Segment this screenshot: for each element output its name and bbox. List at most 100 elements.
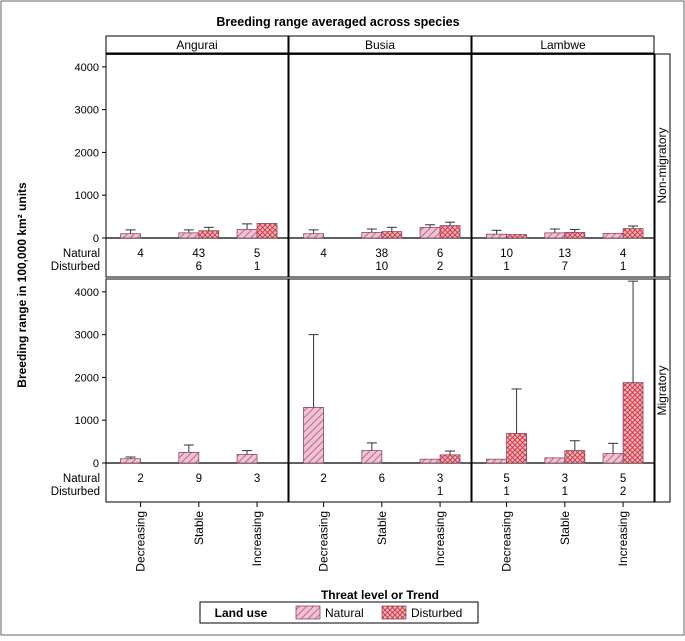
panel-frame [288, 53, 472, 278]
panel-frame [288, 278, 472, 503]
count-natural: 4 [320, 248, 327, 260]
x-axis-title: Threat level or Trend [321, 588, 439, 602]
x-tick-label-increasing: Increasing [616, 511, 630, 566]
bar-natural-decreasing [303, 233, 324, 239]
x-tick-label-decreasing: Decreasing [500, 511, 514, 572]
bar-natural-stable [361, 232, 383, 239]
legend-label-disturbed: Disturbed [411, 606, 462, 620]
count-disturbed: 1 [562, 486, 568, 498]
count-disturbed: 6 [196, 261, 202, 273]
bar-natural-decreasing [486, 458, 507, 464]
strip-header-angurai [105, 35, 289, 54]
bar-natural-stable [361, 450, 383, 464]
count-natural: 3 [562, 473, 568, 485]
bar-disturbed-increasing [622, 228, 644, 239]
y-tick-label: 1000 [75, 415, 99, 427]
chart-title: Breeding range averaged across species [216, 15, 459, 29]
x-tick-label-increasing: Increasing [250, 511, 264, 566]
count-natural: 6 [437, 248, 443, 260]
legend: Land use Natural Disturbed [199, 601, 479, 624]
bar-natural-increasing [602, 453, 624, 464]
count-natural: 2 [137, 473, 143, 485]
count-natural: 38 [375, 248, 388, 260]
row-strip-label-non-migratory: Non-migratory [655, 127, 669, 203]
panel-angurai-migratory: 2 Decreasing 9 Stable 3 Increasing NaturalDist… [51, 278, 289, 572]
count-label-natural: Natural [63, 248, 100, 260]
y-tick-label: 4000 [75, 62, 99, 74]
bar-natural-stable [178, 232, 200, 239]
bar-disturbed-increasing [439, 454, 461, 464]
strip-label-angurai: Angurai [176, 38, 217, 52]
count-natural: 13 [558, 248, 571, 260]
bar-natural-decreasing [120, 233, 141, 239]
y-tick-label: 0 [93, 233, 99, 245]
count-disturbed: 1 [620, 261, 626, 273]
panels-layer: Angurai Busia Lambwe Non-migratory Migratory… [51, 35, 671, 572]
count-natural: 3 [437, 473, 443, 485]
legend-swatch-natural [295, 605, 321, 620]
panel-frame [105, 278, 289, 503]
count-disturbed: 1 [503, 486, 509, 498]
row-strip-non-migratory [654, 53, 671, 278]
count-label-natural: Natural [63, 473, 100, 485]
count-disturbed: 1 [503, 261, 509, 273]
bar-natural-decreasing [303, 407, 324, 464]
y-tick-label: 1000 [75, 190, 99, 202]
bar-disturbed-decreasing [506, 433, 527, 464]
panel-frame [471, 53, 655, 278]
legend-frame [199, 601, 479, 624]
y-tick-label: 2000 [75, 147, 99, 159]
x-tick-label-increasing: Increasing [433, 511, 447, 566]
y-tick-label: 0 [93, 458, 99, 470]
bar-disturbed-stable [198, 230, 220, 239]
y-axis-title: Breeding range in 100,000 km² units [15, 182, 29, 388]
count-natural: 5 [254, 248, 260, 260]
y-tick-label: 3000 [75, 330, 99, 342]
bar-natural-increasing [419, 226, 441, 239]
bar-disturbed-increasing [256, 223, 278, 239]
bar-natural-increasing [419, 458, 441, 464]
count-disturbed: 2 [620, 486, 626, 498]
bar-disturbed-decreasing [506, 234, 527, 239]
bar-natural-increasing [236, 454, 258, 464]
count-disturbed: 10 [375, 261, 388, 273]
bar-natural-decreasing [120, 458, 141, 464]
count-disturbed: 7 [562, 261, 568, 273]
bar-natural-stable [178, 451, 200, 464]
x-tick-label-stable: Stable [375, 511, 389, 545]
x-tick-label-decreasing: Decreasing [317, 511, 331, 572]
count-natural: 6 [379, 473, 385, 485]
row-strip-label-migratory: Migratory [655, 365, 669, 415]
x-tick-label-decreasing: Decreasing [134, 511, 148, 572]
bar-natural-decreasing [486, 233, 507, 239]
count-natural: 10 [500, 248, 513, 260]
count-natural: 3 [254, 473, 260, 485]
count-disturbed: 1 [254, 261, 260, 273]
y-tick-label: 4000 [75, 287, 99, 299]
count-natural: 4 [620, 248, 627, 260]
legend-swatch-disturbed [381, 605, 407, 620]
bar-natural-stable [544, 232, 566, 239]
panel-busia-migratory: 2 Decreasing 6 Stable 31 Increasing [288, 278, 472, 572]
legend-title: Land use [215, 606, 268, 620]
strip-label-busia: Busia [365, 38, 395, 52]
x-tick-label-stable: Stable [558, 511, 572, 545]
count-natural: 5 [620, 473, 626, 485]
count-natural: 43 [192, 248, 205, 260]
strip-header-lambwe [471, 35, 655, 54]
y-tick-label: 2000 [75, 372, 99, 384]
count-disturbed: 1 [437, 486, 443, 498]
count-natural: 4 [137, 248, 144, 260]
x-tick-label-stable: Stable [192, 511, 206, 545]
count-label-disturbed: Disturbed [51, 261, 100, 273]
bar-disturbed-stable [381, 231, 403, 239]
bar-disturbed-stable [564, 450, 586, 464]
count-natural: 9 [196, 473, 202, 485]
legend-label-natural: Natural [325, 606, 364, 620]
strip-header-busia [288, 35, 472, 54]
